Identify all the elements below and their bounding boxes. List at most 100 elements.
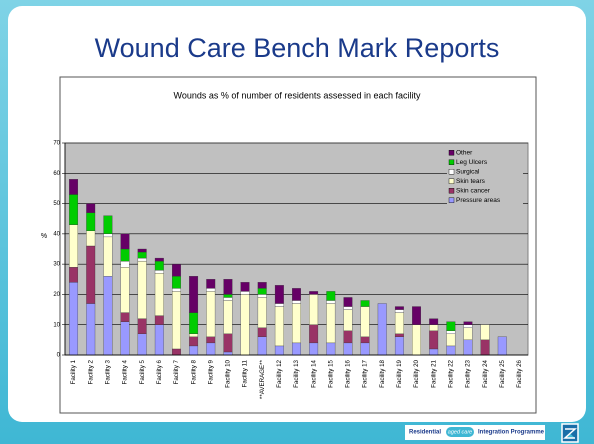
bar-segment [223, 297, 233, 301]
y-tick-label: 70 [53, 141, 60, 147]
y-tick-label: 40 [53, 231, 60, 237]
bar-segment [189, 312, 199, 334]
bar-segment [137, 318, 147, 334]
bar-segment [360, 306, 370, 337]
footer-badge [446, 427, 474, 437]
legend-swatch [448, 188, 455, 194]
legend-swatch [448, 178, 455, 184]
legend-label: Pressure areas [456, 197, 501, 204]
bar-segment [103, 236, 113, 277]
bar-segment [206, 336, 216, 344]
legend-box [447, 146, 523, 206]
y-tick-label: 50 [53, 201, 60, 207]
bar-segment [137, 257, 147, 262]
bar-segment [343, 309, 353, 331]
y-tick-label: 20 [53, 292, 60, 298]
x-tick-label: **AVERAGE** [259, 359, 266, 399]
bar-segment [137, 251, 147, 259]
bar-segment [240, 291, 250, 295]
bar-segment [446, 330, 456, 334]
legend-swatch [448, 197, 455, 203]
bar-segment [360, 336, 370, 344]
bar-segment [120, 260, 130, 268]
bar-segment [394, 333, 404, 337]
bar-segment [292, 342, 301, 356]
bar-segment [343, 306, 353, 310]
bar-segment [223, 300, 233, 334]
footer-text: Integration Programme [478, 430, 545, 436]
bar-segment [223, 351, 233, 356]
x-tick-label: Facility 11 [242, 359, 249, 387]
bar-segment [412, 324, 421, 356]
bar-segment [69, 194, 79, 225]
bar-segment [446, 333, 456, 347]
bar-segment [446, 345, 456, 356]
bar-segment [86, 303, 96, 356]
bar-segment [86, 245, 96, 304]
x-tick-label: Facility 12 [276, 359, 283, 387]
bar-segment [274, 306, 284, 347]
bar-segment [360, 300, 370, 307]
bar-segment [463, 339, 473, 356]
bar-segment [69, 179, 79, 195]
bar-segment [154, 273, 164, 316]
bar-segment [69, 282, 79, 356]
bar-segment [86, 230, 96, 247]
x-tick-label: Facility 7 [173, 359, 180, 384]
bar-segment [497, 336, 507, 356]
y-tick-label: 0 [57, 353, 61, 359]
bar-segment [343, 342, 353, 356]
x-tick-label: Facility 10 [225, 359, 232, 387]
bar-segment [223, 333, 233, 353]
x-tick-label: Facility 9 [207, 359, 214, 384]
footer-text: Residential [409, 430, 441, 436]
footer-badge-text: aged care [448, 429, 472, 435]
bar-segment [154, 315, 164, 325]
bar-segment [189, 333, 199, 337]
bar-segment [223, 279, 233, 295]
bar-segment [137, 248, 147, 253]
bar-segment [326, 291, 336, 301]
x-tick-label: Facility 22 [447, 359, 454, 387]
bar-segment [206, 291, 216, 337]
bar-segment [429, 318, 439, 325]
bar-segment [223, 294, 233, 298]
bar-segment [326, 303, 336, 344]
bar-segment [172, 348, 181, 356]
legend-label: Skin cancer [456, 187, 491, 194]
x-tick-label: Facility 5 [139, 359, 146, 384]
bar-segment [257, 336, 267, 356]
bar-segment [463, 321, 473, 325]
bar-segment [326, 300, 336, 304]
x-tick-label: Facility 3 [105, 359, 112, 384]
bar-segment [274, 285, 284, 304]
bar-segment [257, 288, 267, 295]
bar-segment [309, 324, 319, 344]
bar-segment [120, 233, 130, 250]
bar-segment [463, 324, 473, 328]
bar-segment [240, 294, 250, 356]
bar-segment [257, 327, 267, 337]
x-tick-label: Facility 15 [327, 359, 334, 387]
chart-title: Wounds as % of number of residents asses… [174, 90, 421, 100]
x-tick-label: Facility 4 [122, 359, 129, 384]
footer-bg [405, 425, 545, 440]
slide-title: Wound Care Bench Mark Reports [95, 33, 500, 63]
bar-segment [137, 333, 147, 356]
x-tick-label: Facility 1 [70, 359, 77, 384]
bar-segment [257, 297, 267, 328]
bar-segment [206, 342, 216, 356]
bar-segment [154, 260, 164, 271]
bar-segment [86, 212, 96, 231]
bar-segment [429, 330, 439, 350]
bar-segment [292, 300, 301, 304]
y-tick-label: 30 [53, 262, 60, 268]
bar-segment [154, 270, 164, 274]
bar-segment [189, 336, 199, 347]
bar-segment [343, 297, 353, 307]
bar-segment [292, 288, 301, 301]
y-tick-label: 60 [53, 171, 60, 177]
bar-segment [172, 263, 181, 277]
y-axis-label: % [41, 233, 47, 240]
